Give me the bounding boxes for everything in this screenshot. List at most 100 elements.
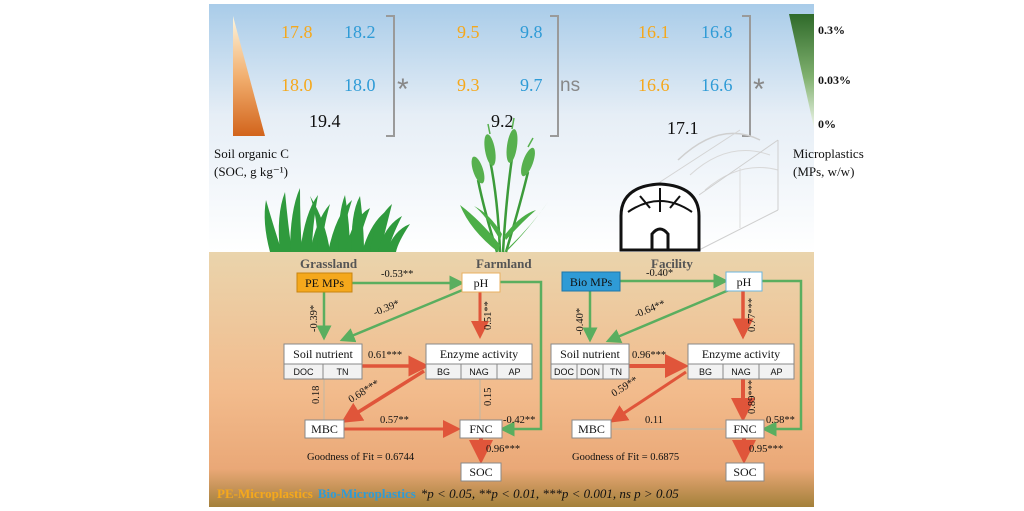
pe-node-source: PE MPs: [305, 276, 344, 290]
pe-path-ph-nutrient: [339, 287, 466, 343]
pe-coef-mbc-fnc: 0.57**: [380, 415, 409, 426]
pe-node-mbc: MBC: [311, 422, 338, 436]
bio-coef-src-nutrient: -0.40*: [575, 308, 586, 335]
pe-coef-ph-fnc: -0.42**: [503, 415, 535, 426]
pe-nutrient-part-tn: TN: [337, 367, 349, 377]
bio-node-soc: SOC: [733, 465, 756, 479]
pe-nutrient-part-tn-box: [322, 363, 363, 380]
farm-bracket: [550, 15, 559, 137]
mp-level-zero: 0%: [818, 117, 836, 131]
soc-farm-bio-high: 9.8: [520, 22, 543, 42]
pe-node-mbc-box: [304, 419, 345, 439]
sem-pe-nodes: PE MPs pH Soil nutrient DOC TN Enzyme ac…: [283, 272, 533, 482]
soc-fac-pe-low: 16.6: [638, 75, 670, 95]
label-facility: Facility: [651, 256, 693, 271]
pe-coef-src-nutrient: -0.39*: [309, 305, 320, 332]
mp-legend-subtitle: (MPs, w/w): [793, 164, 854, 179]
bio-path-ph-fnc: [761, 279, 803, 437]
bio-coef-enzyme-fnc: 0.89***: [747, 380, 758, 414]
sem-bio-paths: [582, 273, 803, 464]
bio-node-ph-box: [725, 271, 763, 292]
bio-coef-nutrient-enzyme: 0.96***: [632, 350, 666, 361]
label-farmland: Farmland: [476, 256, 532, 271]
wheat-illustration: [460, 117, 548, 253]
bio-enzyme-part-ap: AP: [770, 367, 782, 377]
pe-enzyme-part-bg: BG: [437, 367, 450, 377]
footer-pe-label: PE-Microplastics: [217, 486, 313, 501]
sem-bio-nodes: Bio MPs pH Soil nutrient DOC DON TN Enzy…: [550, 271, 795, 482]
soc-grass-bio-high: 18.2: [344, 22, 376, 42]
label-grassland: Grassland: [300, 256, 358, 271]
footer-legend: PE-Microplastics Bio-Microplastics *p < 0.…: [217, 486, 679, 501]
bio-nutrient-part-tn-box: [602, 363, 630, 380]
soc-farm-pe-high: 9.5: [457, 22, 480, 42]
mp-level-mid: 0.03%: [818, 73, 851, 87]
fac-bracket: [742, 15, 751, 137]
bio-node-nutrient: Soil nutrient: [560, 347, 620, 361]
bio-node-mbc: MBC: [578, 422, 605, 436]
pe-node-nutrient: Soil nutrient: [293, 347, 353, 361]
soc-fac-bio-low: 16.6: [701, 75, 733, 95]
bio-coef-src-ph: -0.40*: [646, 268, 673, 279]
grass-illustration: [264, 188, 410, 252]
pe-enzyme-part-ap: AP: [508, 367, 520, 377]
pe-enzyme-part-nag: NAG: [469, 367, 489, 377]
mp-legend-title: Microplastics: [793, 146, 864, 161]
bio-node-enzyme: Enzyme activity: [702, 347, 780, 361]
pe-coef-nutrient-mbc: 0.18: [311, 386, 322, 404]
soc-values-farmland: 9.5 9.8 9.3 9.7 9.2: [457, 22, 543, 131]
bio-nutrient-part-doc: DOC: [554, 367, 575, 377]
soc-values-grassland: 17.8 18.2 18.0 18.0 19.4: [281, 22, 376, 131]
bio-node-source-box: [561, 271, 621, 292]
pe-node-soc: SOC: [469, 465, 492, 479]
soc-farm-pe-low: 9.3: [457, 75, 480, 95]
pe-goodness-of-fit: Goodness of Fit = 0.6744: [307, 452, 415, 463]
pe-coef-src-ph: -0.53**: [381, 269, 413, 280]
pe-node-fnc-box: [459, 419, 503, 439]
fac-significance: *: [753, 73, 765, 106]
footer-bio-label: Bio-Microplastics: [318, 486, 416, 501]
pe-node-soc-box: [460, 462, 502, 482]
sem-pe-coefficients: -0.53** -0.39* -0.39* 0.51** 0.61*** 0.6…: [309, 269, 535, 455]
soc-gradient-wedge: [233, 16, 265, 136]
pe-nutrient-part-doc: DOC: [294, 367, 315, 377]
soc-fac-bio-high: 16.8: [701, 22, 733, 42]
soc-farm-bio-low: 9.7: [520, 75, 543, 95]
bio-node-ph: pH: [737, 275, 752, 289]
pe-path-enzyme-mbc: [341, 369, 425, 423]
bio-nutrient-part-tn: TN: [610, 367, 622, 377]
bio-path-enzyme-mbc: [609, 370, 687, 423]
soc-fac-control: 17.1: [667, 118, 699, 138]
pe-node-ph-box: [461, 272, 501, 293]
bio-node-fnc-box: [725, 419, 765, 439]
soc-farm-control: 9.2: [491, 111, 514, 131]
farm-significance: ns: [560, 75, 580, 96]
pe-node-ph: pH: [474, 276, 489, 290]
bio-enzyme-part-nag: NAG: [731, 367, 751, 377]
bio-coef-fnc-soc: 0.95***: [749, 444, 783, 455]
soc-fac-pe-high: 16.1: [638, 22, 670, 42]
soc-legend-subtitle: (SOC, g kg⁻¹): [214, 164, 288, 179]
bio-enzyme-part-ap-box: [758, 363, 795, 380]
pe-node-source-box: [296, 272, 353, 293]
bio-nutrient-part-don: DON: [580, 367, 600, 377]
pe-node-fnc: FNC: [469, 422, 492, 436]
bio-path-ph-nutrient: [605, 288, 730, 344]
pe-coef-ph-enzyme: 0.51**: [483, 301, 494, 330]
greenhouse-illustration: [619, 129, 779, 252]
bio-node-mbc-box: [571, 419, 612, 439]
bio-goodness-of-fit: Goodness of Fit = 0.6875: [572, 452, 679, 463]
sem-pe-paths: [316, 275, 543, 464]
bio-coef-mbc-fnc: 0.11: [645, 415, 663, 426]
soc-values-facility: 16.1 16.8 16.6 16.6 17.1: [638, 22, 733, 138]
bio-node-source: Bio MPs: [570, 275, 613, 289]
pe-coef-enzyme-fnc: 0.15: [483, 388, 494, 406]
bio-node-fnc: FNC: [733, 422, 756, 436]
mp-gradient-wedge: [789, 14, 814, 128]
soc-grass-pe-high: 17.8: [281, 22, 313, 42]
pe-coef-fnc-soc: 0.96***: [486, 444, 520, 455]
grass-significance: *: [397, 73, 409, 106]
bio-coef-ph-enzyme: 0.77***: [747, 298, 758, 332]
soc-grass-bio-low: 18.0: [344, 75, 376, 95]
